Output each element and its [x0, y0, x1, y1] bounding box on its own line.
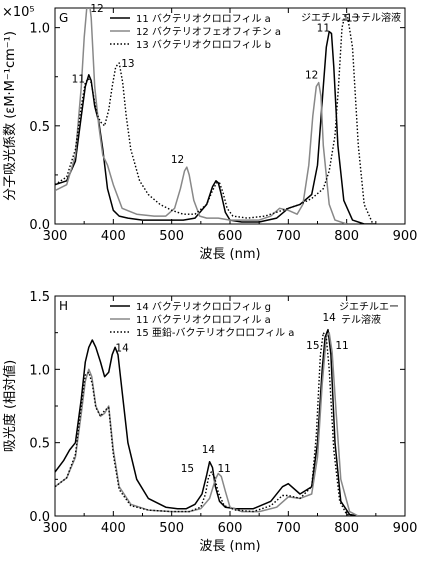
panel-letter: G	[59, 11, 68, 25]
y-multiplier: ×10⁵	[2, 5, 35, 20]
peak-annotation: 14	[115, 343, 129, 355]
solvent-note-line2: テル溶液	[341, 313, 381, 326]
panel-g: 300 400 500 600 700 800 900 0.0 0.5 1.0 波長 (nm) 分子吸…	[2, 3, 418, 262]
x-tick-label: 500	[159, 521, 184, 536]
peak-annotation: 11	[335, 340, 348, 352]
x-tick-label: 300	[43, 229, 68, 244]
panel-h: 300 400 500 600 700 800 900 0.0 0.5 1.0 1.5 波長 (nm)…	[2, 290, 417, 554]
series-line-1	[55, 30, 376, 224]
x-tick-label: 700	[276, 229, 301, 244]
x-tick-label: 400	[101, 521, 126, 536]
y-tick-label: 0.0	[29, 218, 50, 233]
peak-annotation: 14	[322, 312, 336, 324]
legend-label: 11 バクテリオクロロフィル a	[136, 13, 271, 25]
y-tick-label: 0.0	[29, 510, 50, 525]
peak-annotation: 13	[346, 13, 359, 25]
peak-annotation: 12	[90, 3, 103, 15]
legend-label: 11 バクテリオクロロフィル a	[136, 314, 271, 326]
legend-label: 12 バクテリオフェオフィチン a	[136, 26, 281, 38]
x-tick-label: 900	[393, 521, 418, 536]
y-tick-label: 0.5	[29, 437, 50, 452]
legend-label: 15 亜鉛-バクテリオクロロフィル a	[136, 326, 294, 339]
x-tick-label: 800	[334, 521, 359, 536]
series-line-1	[55, 328, 359, 516]
peak-annotation: 12	[171, 154, 184, 166]
x-axis-title: 波長 (nm)	[199, 247, 260, 262]
x-tick-label: 500	[159, 229, 184, 244]
legend-label: 13 バクテリオクロロフィル b	[136, 39, 271, 51]
x-tick-label: 400	[101, 229, 126, 244]
y-tick-label: 1.5	[29, 290, 50, 305]
x-tick-label: 800	[334, 229, 359, 244]
series-line-3	[55, 15, 374, 224]
peak-annotation: 11	[217, 463, 230, 475]
x-tick-label: 600	[218, 521, 243, 536]
x-axis-title: 波長 (nm)	[199, 539, 260, 554]
peak-annotation: 15	[306, 340, 319, 352]
peak-annotation: 11	[72, 74, 85, 86]
solvent-note: ジエチルエーテル溶液	[301, 11, 401, 24]
x-tick-label: 900	[393, 229, 418, 244]
series-line-3	[55, 332, 356, 516]
y-axis-title: 分子吸光係数 (εM·M⁻¹cm⁻¹)	[3, 31, 18, 201]
series-line-2	[55, 331, 359, 516]
peak-annotation: 14	[202, 444, 216, 456]
x-tick-label: 300	[43, 521, 68, 536]
panel-letter: H	[59, 299, 68, 313]
solvent-note-line1: ジエチルエー	[339, 301, 399, 313]
peak-annotation: 15	[181, 463, 194, 475]
x-tick-label: 700	[276, 521, 301, 536]
legend-label: 14 バクテリオクロロフィル g	[136, 301, 271, 313]
peak-annotation: 11	[317, 23, 330, 35]
y-tick-label: 1.0	[29, 363, 50, 378]
y-axis-title: 吸光度 (相対値)	[2, 360, 18, 452]
x-tick-label: 600	[218, 229, 243, 244]
peak-annotation: 13	[121, 58, 134, 70]
y-tick-label: 0.5	[29, 120, 50, 135]
peak-annotation: 12	[305, 70, 318, 82]
y-tick-label: 1.0	[29, 22, 50, 37]
series-line-2	[55, 8, 347, 224]
